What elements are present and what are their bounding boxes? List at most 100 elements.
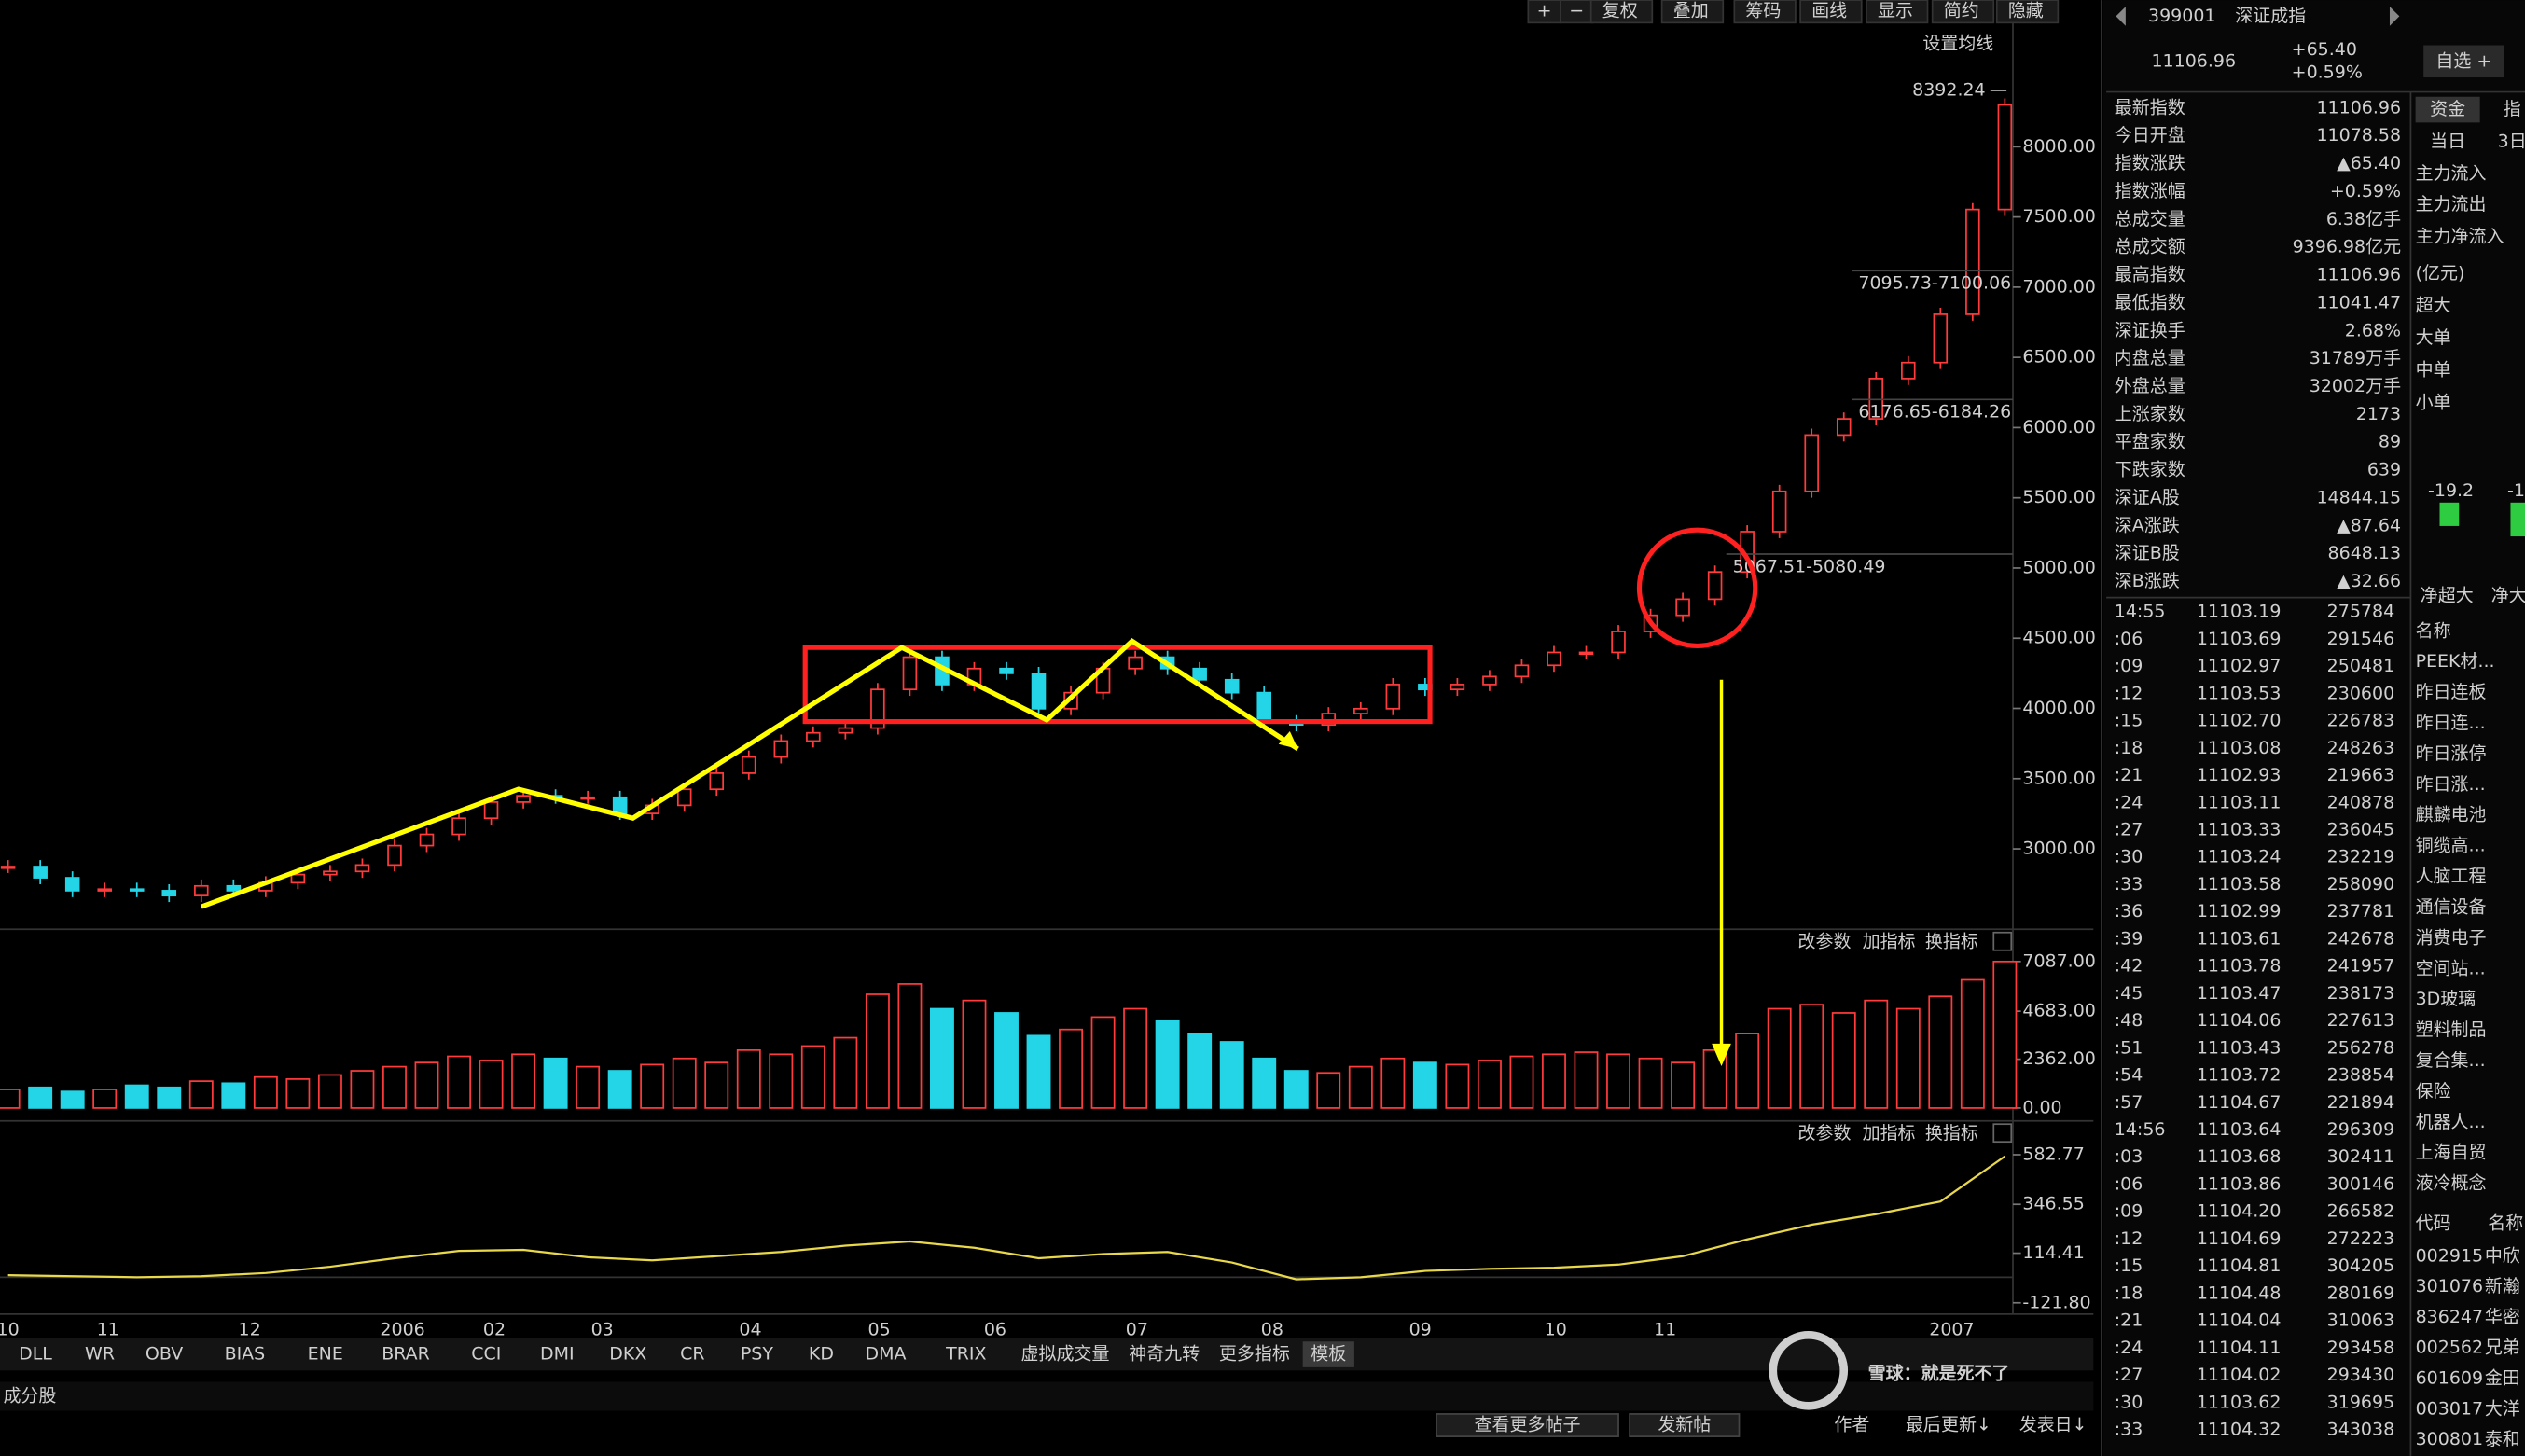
sector-item[interactable]: 昨日涨...	[2416, 774, 2486, 795]
sector-item[interactable]: 人脑工程	[2416, 867, 2487, 887]
footer-button[interactable]: 发新帖	[1658, 1415, 1711, 1435]
toolbar-button[interactable]: 显示	[1878, 1, 1913, 21]
indicator-tab[interactable]: BRAR	[382, 1344, 430, 1365]
pane-close[interactable]	[1992, 931, 2013, 951]
stock-name[interactable]: 泰和	[2485, 1429, 2520, 1449]
indicator-tab[interactable]: CCI	[471, 1344, 501, 1365]
toolbar-button-bg[interactable]	[1733, 0, 1797, 24]
footer-tab[interactable]: 成分股	[3, 1385, 56, 1406]
pane-tool[interactable]: 改参数	[1798, 1123, 1852, 1144]
indicator-tab[interactable]: DMI	[540, 1344, 575, 1365]
watch-button[interactable]: 自选 +	[2435, 50, 2491, 71]
footer-button-bg[interactable]	[1436, 1413, 1619, 1437]
toolbar-button-bg[interactable]	[1589, 0, 1654, 24]
sector-item[interactable]: 麒麟电池	[2416, 805, 2487, 825]
toolbar-button-bg[interactable]	[1799, 0, 1863, 24]
indicator-tab[interactable]: CR	[680, 1344, 704, 1365]
stock-code[interactable]: 836247	[2416, 1307, 2483, 1327]
indicator-tab[interactable]: DMA	[866, 1344, 907, 1365]
indicator-tab[interactable]: BIAS	[225, 1344, 266, 1365]
stock-name[interactable]: 华密	[2485, 1307, 2520, 1327]
indicator-tab[interactable]: KD	[809, 1344, 834, 1365]
indicator-tab[interactable]: DKX	[609, 1344, 646, 1365]
stock-code[interactable]: 601609	[2416, 1367, 2483, 1388]
toolbar-button-bg[interactable]	[1931, 0, 1995, 24]
toolbar-button[interactable]: +	[1537, 1, 1552, 21]
sector-item[interactable]: 通信设备	[2416, 896, 2487, 917]
watch-button-bg[interactable]	[2423, 45, 2504, 78]
footer-column[interactable]: 发表日↓	[2019, 1415, 2088, 1435]
tick-volume: 343038	[2327, 1420, 2394, 1440]
sector-item[interactable]: 3D玻璃	[2416, 989, 2476, 1009]
sector-item[interactable]: 昨日连...	[2416, 713, 2486, 733]
footer-button[interactable]: 查看更多帖子	[1475, 1415, 1581, 1435]
flow-tab[interactable]: 3日	[2498, 132, 2525, 152]
sector-item[interactable]: 液冷概念	[2416, 1172, 2487, 1194]
pane-tool[interactable]: 换指标	[1925, 932, 1978, 952]
toolbar-button-bg[interactable]	[1527, 0, 1561, 24]
sector-item[interactable]: PEEK材...	[2416, 651, 2495, 672]
indicator-tab[interactable]: 更多指标	[1219, 1344, 1290, 1365]
stock-code[interactable]: 300801	[2416, 1429, 2483, 1449]
pane-tool[interactable]: 换指标	[1925, 1123, 1978, 1144]
sector-item[interactable]: 消费电子	[2416, 927, 2487, 948]
footer-column[interactable]: 作者	[1834, 1415, 1869, 1435]
sector-item[interactable]: 昨日连板	[2416, 682, 2487, 702]
stock-code[interactable]: 301076	[2416, 1276, 2483, 1297]
flow-tab[interactable]: 资金	[2430, 99, 2465, 119]
indicator-tab[interactable]: PSY	[741, 1344, 773, 1365]
toolbar-button-bg[interactable]	[1866, 0, 1929, 24]
pane-tool[interactable]: 加指标	[1863, 1123, 1916, 1144]
sector-item[interactable]: 铜缆高...	[2416, 836, 2486, 856]
tick-volume: 241957	[2327, 956, 2394, 977]
stock-name[interactable]: 新瀚	[2485, 1276, 2520, 1297]
pane-tool[interactable]: 加指标	[1863, 932, 1916, 952]
flow-tab[interactable]: 指	[2504, 99, 2521, 119]
stock-name[interactable]: 中欣	[2485, 1245, 2520, 1266]
toolbar-button[interactable]: 叠加	[1673, 1, 1709, 21]
toolbar-button[interactable]: 筹码	[1745, 1, 1781, 21]
setting-label[interactable]: 设置均线	[1922, 33, 1993, 53]
stat-label: 下跌家数	[2115, 460, 2185, 480]
indicator-tab[interactable]: ENE	[308, 1344, 343, 1365]
sector-item[interactable]: 上海自贸	[2416, 1143, 2487, 1163]
sector-item[interactable]: 复合集...	[2416, 1050, 2486, 1071]
stock-code[interactable]: 002562	[2416, 1338, 2483, 1358]
flow-tab[interactable]: 当日	[2430, 132, 2465, 152]
sector-item[interactable]: 昨日涨停	[2416, 743, 2487, 764]
stock-name[interactable]: 兄弟	[2485, 1338, 2520, 1358]
pane-tool[interactable]: 改参数	[1798, 932, 1852, 952]
toolbar-button-bg[interactable]	[1660, 0, 1725, 24]
indicator-tab[interactable]: TRIX	[945, 1344, 986, 1365]
footer-column[interactable]: 最后更新↓	[1906, 1415, 1991, 1435]
sector-item[interactable]: 机器人...	[2416, 1112, 2486, 1132]
footer-button-bg[interactable]	[1629, 1413, 1741, 1437]
stock-name[interactable]: 大洋	[2485, 1398, 2520, 1419]
toolbar-button[interactable]: 简约	[1944, 1, 1979, 21]
tick-time: :36	[2115, 901, 2143, 922]
next-arrow[interactable]	[2389, 7, 2400, 26]
toolbar-button[interactable]: 画线	[1811, 1, 1847, 21]
sector-item[interactable]: 保险	[2416, 1081, 2451, 1102]
stock-code[interactable]: 003017	[2416, 1398, 2483, 1419]
toolbar-button-bg[interactable]	[1995, 0, 2060, 24]
toolbar-button[interactable]: 隐藏	[2008, 1, 2044, 21]
stat-value: 2173	[2356, 404, 2401, 424]
toolbar-button[interactable]: −	[1569, 1, 1584, 21]
stock-code[interactable]: 002915	[2416, 1245, 2483, 1266]
indicator-tab[interactable]: 虚拟成交量	[1021, 1344, 1110, 1365]
toolbar-button[interactable]: 复权	[1602, 1, 1638, 21]
indicator-tab[interactable]: OBV	[146, 1344, 183, 1365]
sector-item[interactable]: 空间站...	[2416, 958, 2486, 978]
stock-name[interactable]: 金田	[2485, 1367, 2520, 1388]
sector-item[interactable]: 塑料制品	[2416, 1019, 2487, 1040]
stat-label: 深证A股	[2115, 487, 2180, 507]
pane-close[interactable]	[1992, 1123, 2013, 1144]
toolbar-button-bg[interactable]	[1560, 0, 1594, 24]
indicator-tab[interactable]: DLL	[19, 1344, 52, 1365]
indicator-tab[interactable]: 神奇九转	[1129, 1344, 1200, 1365]
indicator-tab[interactable]: WR	[85, 1344, 115, 1365]
prev-arrow[interactable]	[2116, 7, 2126, 26]
indicator-tab[interactable]: 模板	[1311, 1344, 1346, 1365]
tick-price: 11103.43	[2197, 1037, 2282, 1058]
